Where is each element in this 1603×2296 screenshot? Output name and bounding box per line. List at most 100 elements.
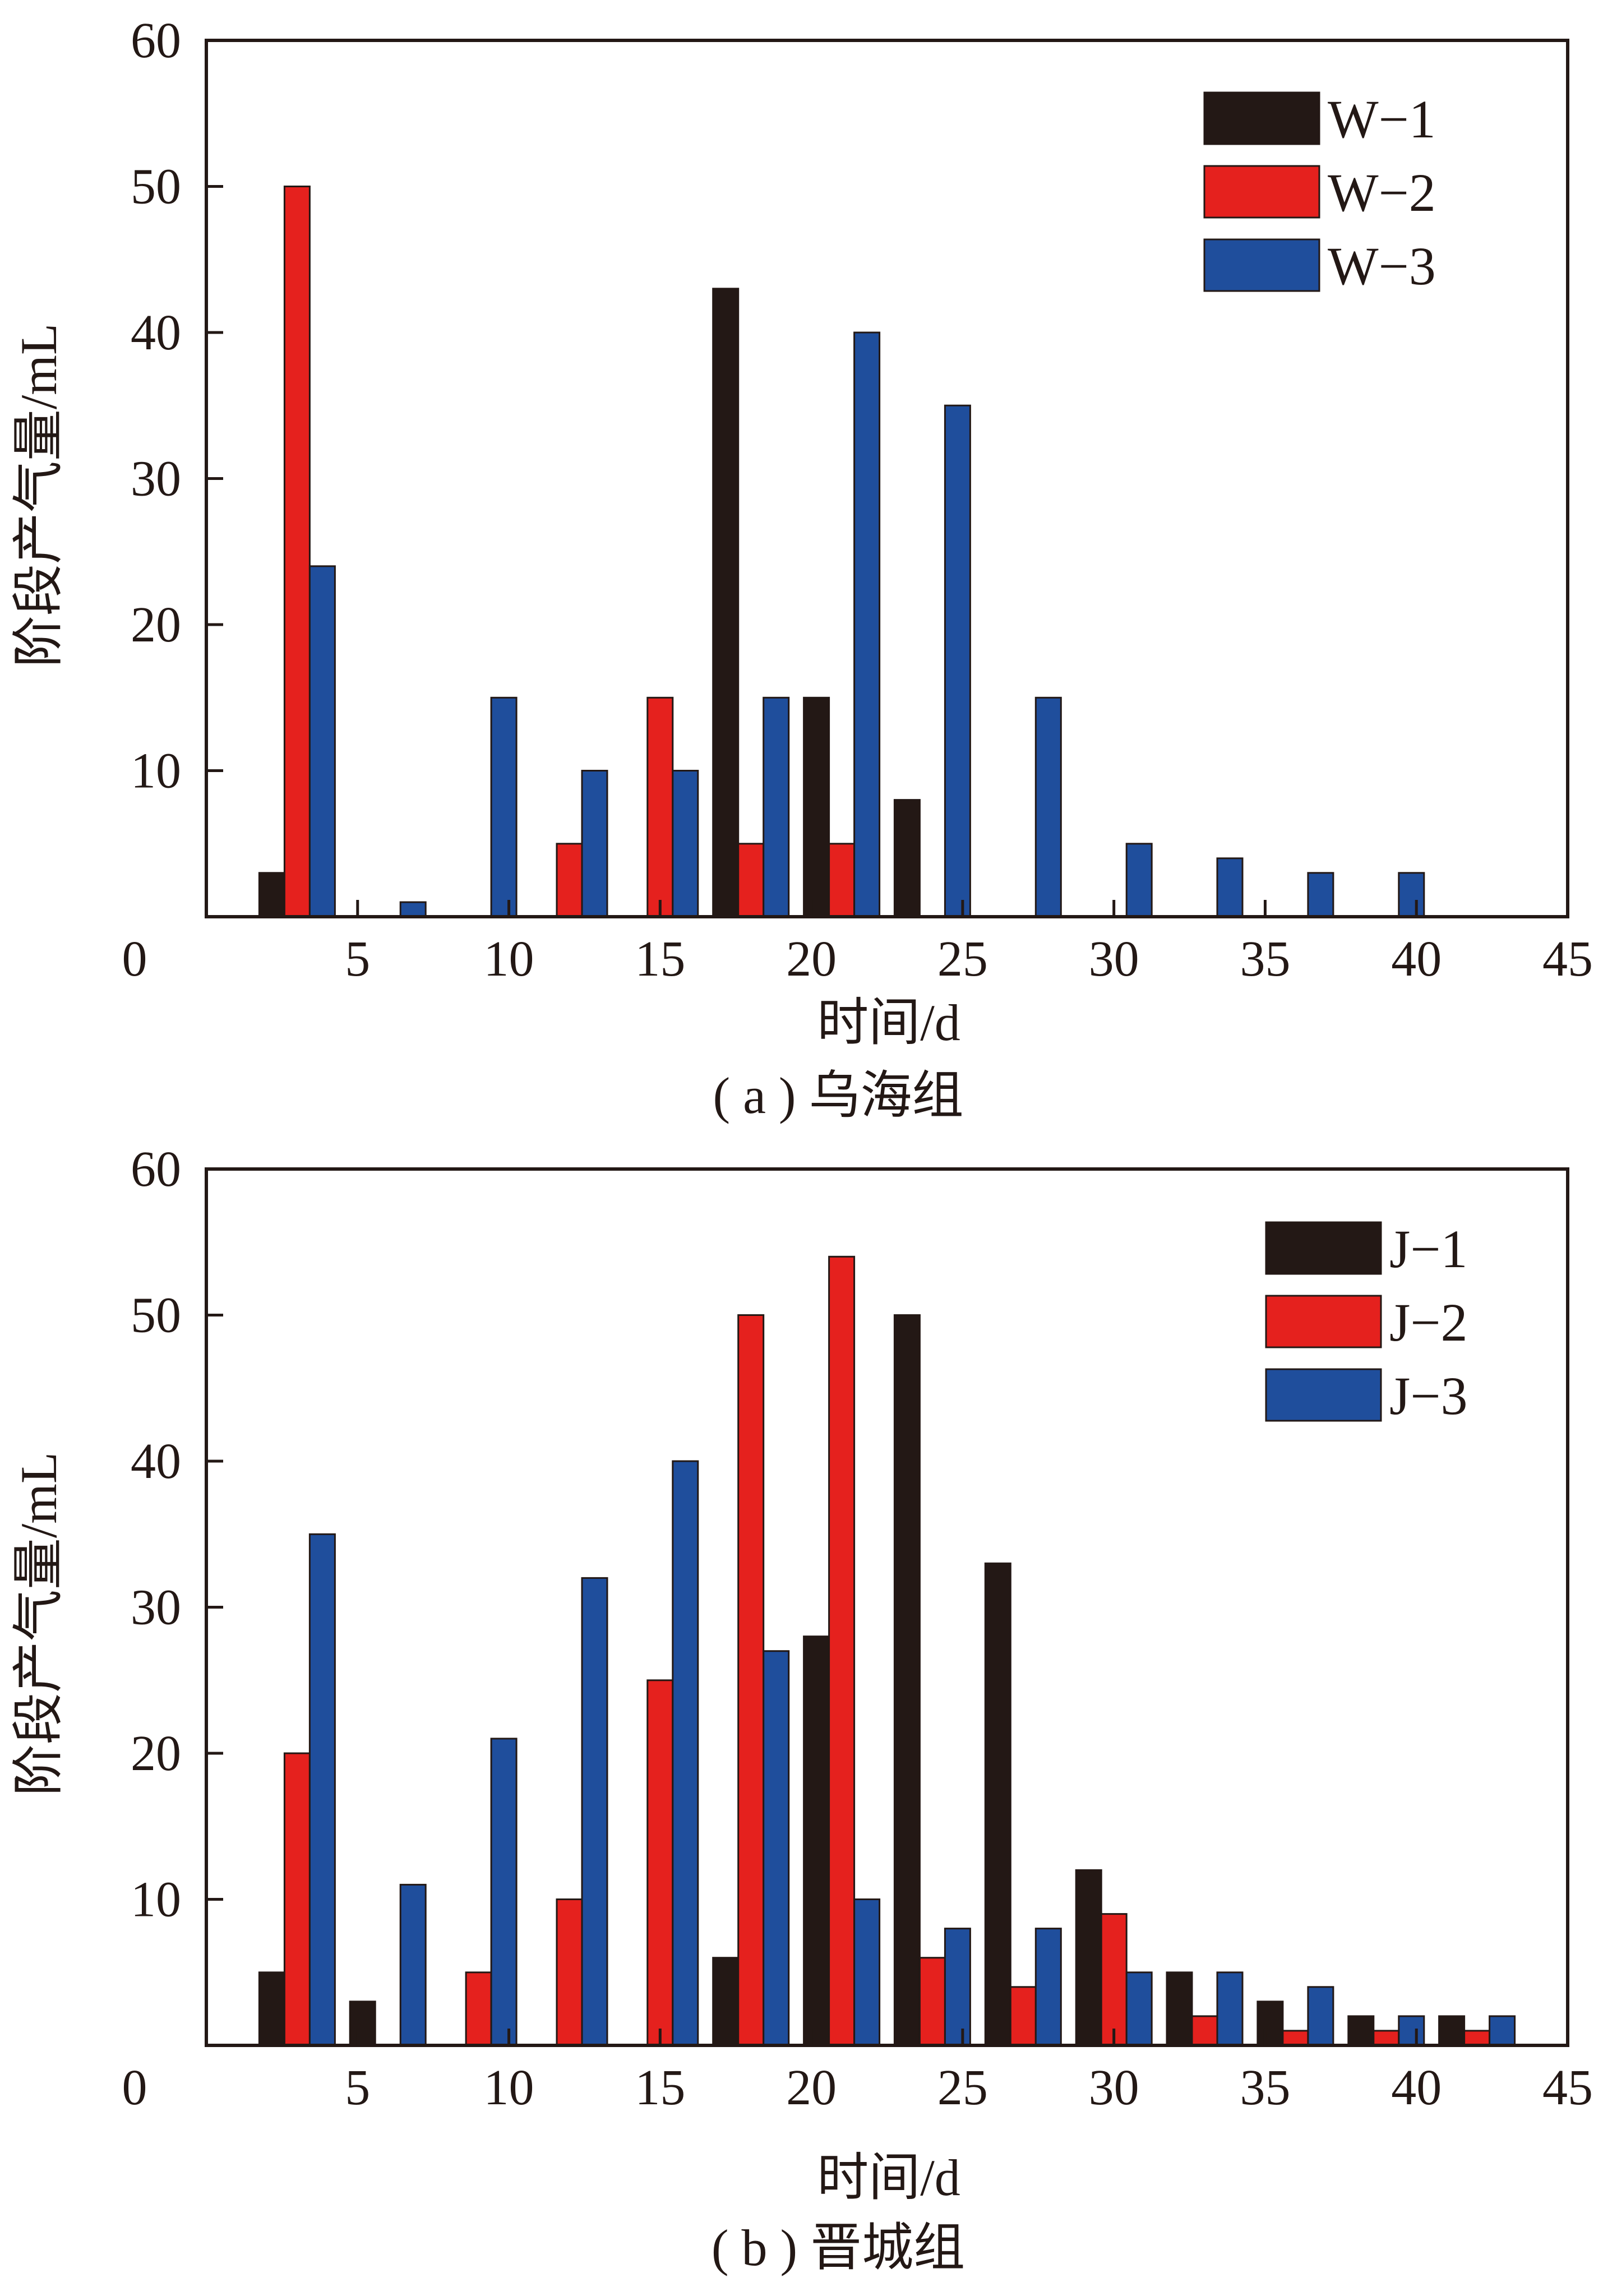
x-tick-label: 40 <box>1391 931 1442 987</box>
bar-w1-21 <box>803 696 830 918</box>
panel-b: 0 10 20 30 40 50 60 5 10 15 20 25 30 35 40 45 时间/d 阶段产气量/… <box>10 1142 1593 2276</box>
bar-j2-9 <box>465 1971 492 2046</box>
bar-w3-36 <box>1307 872 1334 918</box>
bar-j1-18 <box>712 1957 740 2046</box>
bar-w3-3 <box>308 565 336 918</box>
y-tick-label: 50 <box>131 1288 181 1343</box>
legend-label: W−1 <box>1328 89 1436 149</box>
x-tick-label: 10 <box>484 931 534 987</box>
x-tick-label: 20 <box>786 931 837 987</box>
x-tick-label: 20 <box>786 2060 837 2115</box>
bar-w3-12 <box>581 770 608 918</box>
bar-j2-15 <box>646 1679 674 2046</box>
bar-w1-18 <box>712 288 740 918</box>
y-tick-label: 40 <box>131 305 181 361</box>
bar-j2-30 <box>1100 1913 1128 2046</box>
bar-j2-21 <box>828 1255 856 2046</box>
bar-j3-33 <box>1216 1971 1244 2046</box>
y-tick-label: 30 <box>131 1580 181 1636</box>
bar-w2-15 <box>646 696 674 918</box>
y-tick-label: 20 <box>131 597 181 653</box>
y-tick-label: 10 <box>131 743 181 799</box>
y-tick-label: 40 <box>131 1434 181 1489</box>
bar-w2-3 <box>283 186 311 918</box>
legend-swatch <box>1203 165 1320 219</box>
y-tick-label: 60 <box>131 1142 181 1197</box>
bar-j3-15 <box>672 1460 699 2046</box>
bar-j3-39 <box>1398 2015 1425 2046</box>
bar-j3-3 <box>308 1533 336 2046</box>
legend-swatch <box>1203 238 1320 292</box>
bar-w3-27 <box>1034 696 1062 918</box>
bar-w1-24 <box>893 799 921 918</box>
bar-j2-36 <box>1282 2030 1309 2046</box>
x-tick-label: 45 <box>1542 931 1593 987</box>
bar-j1-30 <box>1075 1869 1102 2046</box>
bar-w3-9 <box>490 696 518 918</box>
y-tick-label: 50 <box>131 159 181 215</box>
y-axis-title: 阶段产气量/mL <box>10 1452 67 1796</box>
bar-j1-21 <box>803 1636 830 2046</box>
legend-swatch <box>1265 1221 1382 1275</box>
bar-j2-42 <box>1463 2030 1491 2046</box>
bar-j3-12 <box>581 1577 608 2046</box>
bar-w3-18 <box>763 696 790 918</box>
y-tick-label: 10 <box>131 1872 181 1928</box>
bar-j1-39 <box>1347 2015 1375 2046</box>
bars <box>258 1255 1516 2046</box>
legend-label: J−1 <box>1389 1219 1468 1279</box>
bar-w3-6 <box>399 901 427 918</box>
bar-j2-3 <box>283 1752 311 2046</box>
panel-caption: ( b ) 晋城组 <box>712 2219 965 2276</box>
bar-j2-24 <box>918 1957 946 2046</box>
bar-j3-24 <box>944 1928 971 2046</box>
bar-j2-12 <box>556 1898 583 2046</box>
x-tick-label: 5 <box>345 2060 370 2115</box>
bar-w3-39 <box>1398 872 1425 918</box>
legend-label: W−2 <box>1328 163 1436 223</box>
bar-j1-42 <box>1438 2015 1466 2046</box>
x-axis: 5 10 15 20 25 30 35 40 45 <box>345 2029 1593 2115</box>
y-axis: 0 10 20 30 40 50 60 <box>122 1142 223 2115</box>
y-tick-label: 30 <box>131 451 181 507</box>
bars <box>258 186 1425 918</box>
bar-w3-33 <box>1216 857 1244 918</box>
x-axis-title: 时间/d <box>817 994 960 1051</box>
x-axis: 5 10 15 20 25 30 35 40 45 <box>345 900 1593 987</box>
bar-j2-33 <box>1191 2015 1218 2046</box>
panel-a: 0 10 20 30 40 50 60 5 10 15 20 25 30 35 40 45 时间/d 阶段产气量/… <box>10 13 1593 1124</box>
legend-swatch <box>1203 91 1320 145</box>
y-axis: 0 10 20 30 40 50 60 <box>122 13 223 987</box>
bar-w2-21 <box>828 843 856 918</box>
y-tick-label: 20 <box>131 1726 181 1781</box>
x-tick-label: 15 <box>635 931 685 987</box>
bar-j3-6 <box>399 1883 427 2046</box>
y-tick-label: 0 <box>122 2060 147 2115</box>
bar-j1-36 <box>1256 2001 1284 2046</box>
legend-swatch <box>1265 1295 1382 1348</box>
panel-caption: ( a ) 乌海组 <box>713 1067 963 1124</box>
x-tick-label: 30 <box>1089 931 1139 987</box>
x-tick-label: 15 <box>635 2060 685 2115</box>
x-tick-label: 40 <box>1391 2060 1442 2115</box>
x-tick-label: 35 <box>1240 931 1290 987</box>
legend-label: J−3 <box>1389 1366 1468 1426</box>
bar-j1-3 <box>258 1971 285 2046</box>
x-tick-label: 25 <box>937 931 988 987</box>
x-tick-label: 35 <box>1240 2060 1290 2115</box>
bar-j3-21 <box>853 1898 881 2046</box>
legend: W−1 W−2 W−3 <box>1203 89 1436 296</box>
bar-j3-18 <box>763 1650 790 2046</box>
bar-j2-39 <box>1373 2030 1400 2046</box>
bar-j1-24 <box>893 1314 921 2046</box>
bar-j2-27 <box>1009 1986 1037 2046</box>
bar-j1-6 <box>349 2001 376 2046</box>
bar-j1-27 <box>984 1562 1011 2046</box>
bar-j1-33 <box>1166 1971 1193 2046</box>
bar-w2-18 <box>737 843 765 918</box>
bar-j3-27 <box>1034 1928 1062 2046</box>
bar-w3-21 <box>853 331 881 918</box>
x-tick-label: 5 <box>345 931 370 987</box>
bar-j3-36 <box>1307 1986 1334 2046</box>
